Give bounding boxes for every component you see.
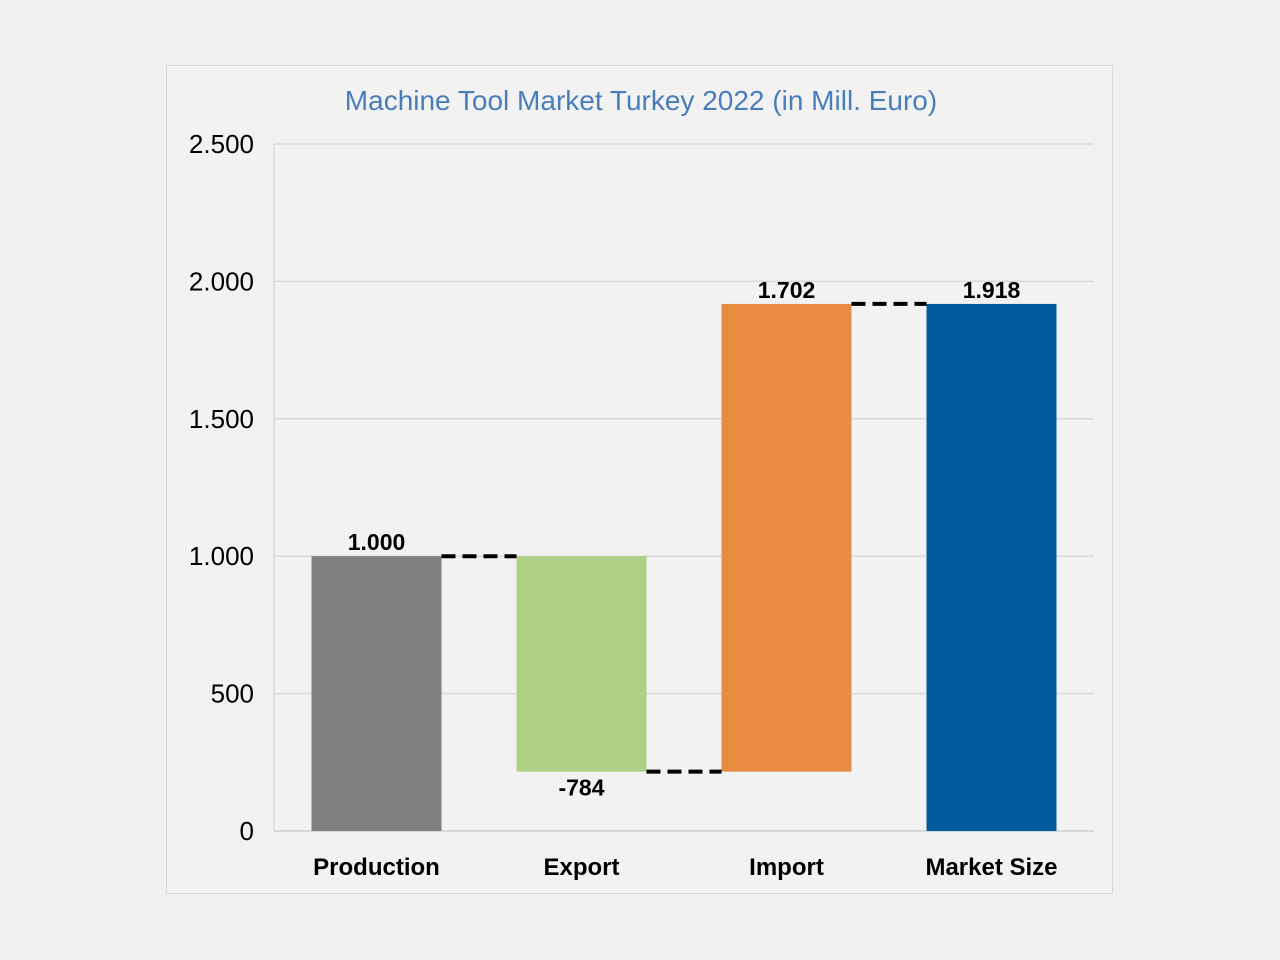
bar-production <box>311 556 442 831</box>
data-label: 1.702 <box>758 277 816 303</box>
bar-import <box>721 303 852 772</box>
y-tick-label: 0 <box>240 816 254 846</box>
y-tick-label: 500 <box>211 679 254 709</box>
x-tick-label: Import <box>749 854 824 881</box>
y-tick-label: 2.500 <box>189 129 254 159</box>
data-labels: 1.000 -784 1.702 1.918 <box>348 277 1021 801</box>
data-label: -784 <box>558 775 604 801</box>
x-axis-tick-labels: Production Export Import Market Size <box>313 854 1057 881</box>
x-tick-label: Production <box>313 854 440 881</box>
chart-title: Machine Tool Market Turkey 2022 (in Mill… <box>345 85 937 116</box>
connector-lines <box>441 301 927 774</box>
waterfall-chart: Machine Tool Market Turkey 2022 (in Mill… <box>189 85 1094 881</box>
chart-frame: Machine Tool Market Turkey 2022 (in Mill… <box>166 65 1113 894</box>
y-axis-tick-labels: 0 500 1.000 1.500 2.000 2.500 <box>189 129 254 846</box>
bars <box>311 303 1057 831</box>
data-label: 1.000 <box>348 529 406 555</box>
bar-market-size <box>926 303 1057 831</box>
y-tick-label: 1.500 <box>189 404 254 434</box>
bar-export <box>516 556 647 772</box>
x-tick-label: Export <box>543 854 619 881</box>
y-tick-label: 2.000 <box>189 266 254 296</box>
x-tick-label: Market Size <box>925 854 1057 881</box>
data-label: 1.918 <box>963 277 1021 303</box>
y-tick-label: 1.000 <box>189 541 254 571</box>
